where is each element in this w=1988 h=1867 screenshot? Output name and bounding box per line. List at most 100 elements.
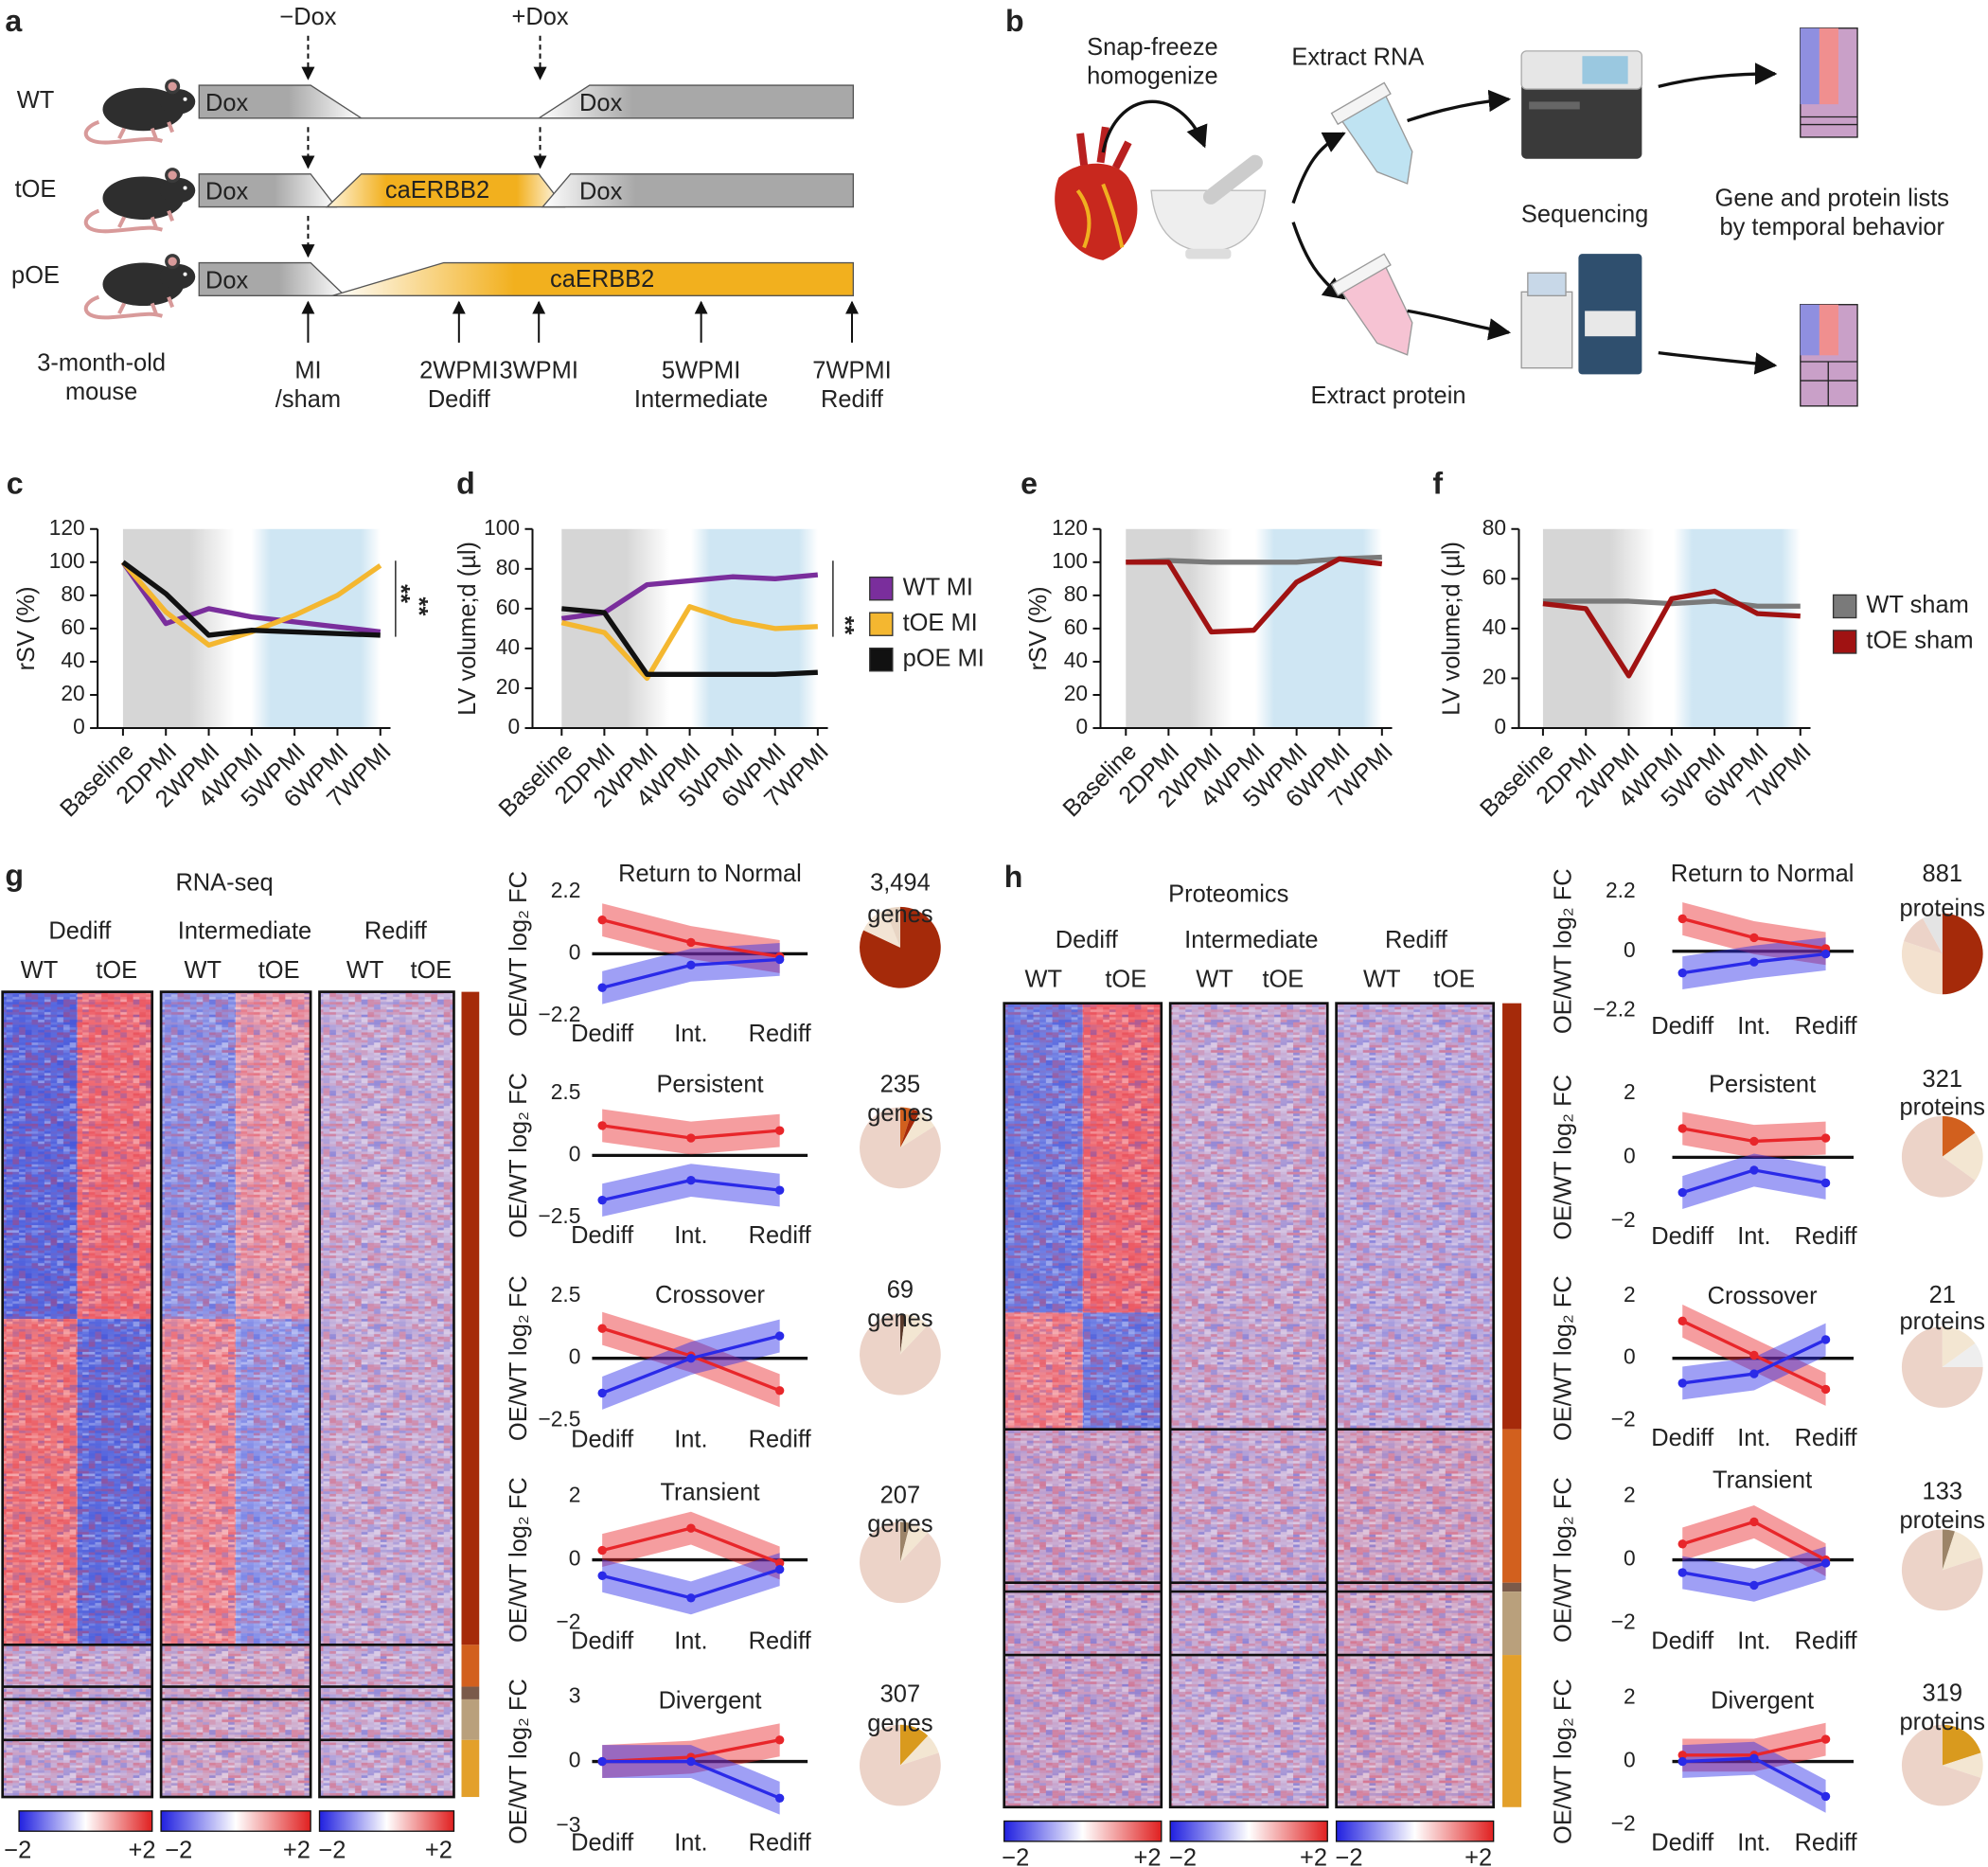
y-axis-label: OE/WT log₂ FC: [1550, 1679, 1576, 1844]
y-tick-label: −2.2: [1593, 997, 1636, 1022]
series-point: [1749, 1369, 1759, 1378]
colorbar: [18, 1810, 153, 1832]
arrow: [1658, 62, 1778, 88]
panel-label: h: [1004, 860, 1023, 894]
y-axis-label: OE/WT log₂ FC: [1550, 1075, 1576, 1240]
pie-slice: [899, 1522, 929, 1563]
timepoint-label: 3WPMI: [500, 357, 578, 383]
protein-tube: [1330, 253, 1413, 356]
x-tick-label: Dediff: [1651, 1829, 1714, 1856]
timepoint-label: 2WPMI: [419, 357, 498, 383]
y-tick-label: −2: [1611, 1207, 1636, 1232]
confidence-band: [602, 1164, 780, 1218]
series-point: [774, 1558, 785, 1568]
y-tick-label: 2.5: [551, 1282, 581, 1307]
x-tick-label: Int.: [1737, 1425, 1770, 1451]
series-point: [1749, 1350, 1759, 1360]
mouse-label: mouse: [65, 379, 137, 405]
mouse-icon: [86, 168, 195, 231]
legend-swatch: [1832, 594, 1857, 619]
heatmap-frame: [159, 990, 312, 1799]
pie-slice: [899, 1735, 939, 1766]
series-point: [774, 954, 785, 965]
colorbar: [160, 1810, 311, 1832]
series-point: [1749, 957, 1759, 967]
y-tick-label: 20: [496, 674, 520, 699]
pie-slice: [860, 1313, 941, 1396]
x-tick-label: Rediff: [1795, 1627, 1858, 1654]
y-axis-label: OE/WT log₂ FC: [506, 1477, 532, 1643]
colorbar: [1003, 1820, 1163, 1842]
y-axis-label: OE/WT log₂ FC: [506, 1679, 532, 1844]
y-tick-label: 60: [1482, 564, 1506, 589]
pie-slice: [899, 1521, 911, 1563]
x-tick-label: Rediff: [1795, 1829, 1858, 1856]
chart: [1672, 1304, 1855, 1406]
condition-label: tOE: [1105, 966, 1146, 992]
pie-label: 69: [887, 1276, 914, 1303]
condition-label: WT: [346, 957, 384, 984]
bar-label: Dox: [579, 90, 623, 116]
series-point: [597, 1571, 607, 1581]
pie-label: proteins: [1900, 895, 1986, 921]
colorbar-label: −2: [4, 1837, 31, 1863]
chart: [592, 903, 808, 1005]
series-point: [774, 1185, 785, 1195]
dediff-shading: [122, 528, 235, 729]
colorbar-label: −2: [1335, 1844, 1362, 1867]
series-point: [1677, 1539, 1687, 1549]
y-tick-label: 0: [569, 1344, 581, 1369]
timepoint-label: Dediff: [428, 386, 491, 413]
confidence-band: [602, 942, 780, 1005]
timepoint-label: Rediff: [821, 386, 884, 413]
series-line: [1126, 556, 1383, 635]
pie-label: proteins: [1900, 1709, 1986, 1735]
y-tick-label: 2: [569, 1483, 581, 1507]
series-point: [686, 960, 696, 970]
transgene-bar: [331, 261, 855, 297]
confidence-band: [602, 1109, 780, 1155]
condition-label: tOE: [1433, 966, 1475, 992]
heatmap-noise: [319, 991, 454, 1798]
y-tick-label: 0: [1075, 714, 1088, 738]
pie-label: 3,494: [870, 869, 931, 896]
confidence-band: [1682, 1546, 1826, 1602]
pie-slice: [899, 1314, 929, 1355]
y-tick-label: 2.5: [551, 1079, 581, 1104]
y-tick-label: 40: [61, 648, 84, 672]
mouse-label: 3-month-old: [37, 349, 166, 376]
cluster-bar: [1502, 1429, 1522, 1583]
pie-label: 321: [1923, 1066, 1962, 1093]
timepoint-arrows: [301, 300, 860, 343]
pie-slice: [863, 909, 900, 948]
x-tick-label: Dediff: [571, 1829, 634, 1856]
row-label: WT: [17, 87, 55, 114]
y-tick-label: 60: [61, 614, 84, 639]
series-point: [1677, 1751, 1687, 1760]
colorbar-label: −2: [1002, 1844, 1029, 1867]
pie-slice: [1901, 1326, 1983, 1408]
y-tick-label: 120: [49, 515, 85, 540]
transgene-bar: [325, 173, 566, 208]
chart: [592, 1511, 808, 1615]
cluster-bar: [461, 1686, 480, 1699]
group-label: Rediff: [364, 917, 428, 944]
colorbar: [318, 1810, 455, 1832]
x-tick-label: Dediff: [1651, 1013, 1714, 1040]
series-point: [686, 1593, 696, 1603]
y-tick-label: −2.5: [538, 1203, 580, 1228]
condition-label: WT: [21, 957, 59, 984]
plot-title: Divergent: [659, 1687, 762, 1714]
y-tick-label: 80: [496, 555, 520, 579]
timepoint-label: Intermediate: [634, 386, 768, 413]
cluster-bar: [461, 991, 480, 1645]
y-tick-label: 0: [569, 939, 581, 964]
colorbar: [1335, 1820, 1495, 1842]
pie-label: genes: [867, 901, 932, 928]
confidence-band: [602, 1511, 780, 1580]
pie-label: proteins: [1900, 1308, 1986, 1335]
y-tick-label: 0: [73, 714, 85, 738]
panel-title: RNA-seq: [175, 869, 273, 896]
series-point: [1677, 1756, 1687, 1767]
pie-slice: [899, 1107, 914, 1148]
